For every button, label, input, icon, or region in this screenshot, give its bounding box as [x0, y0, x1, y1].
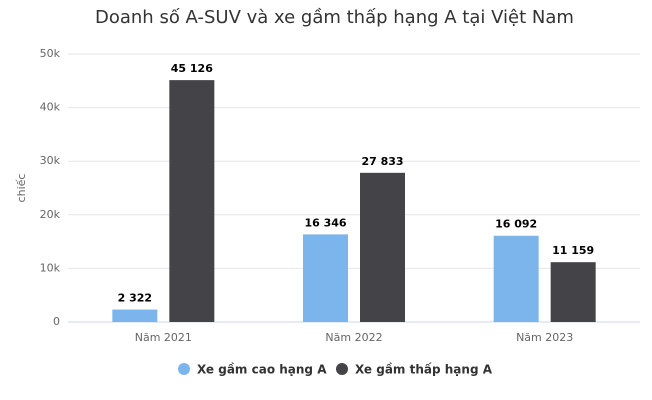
- legend-label: Xe gầm thấp hạng A: [355, 363, 493, 377]
- bar: [493, 235, 539, 322]
- y-tick-label: 30k: [40, 154, 61, 167]
- y-tick-label: 10k: [40, 261, 61, 274]
- bar: [360, 172, 405, 322]
- y-tick-label: 0: [53, 315, 60, 328]
- bar: [550, 262, 596, 322]
- legend-marker: [178, 363, 190, 375]
- x-tick-label: Năm 2023: [516, 331, 573, 344]
- legend-marker: [336, 363, 348, 375]
- y-axis-label: chiếc: [15, 174, 28, 203]
- value-label: 27 833: [361, 155, 403, 168]
- value-label: 16 346: [304, 216, 346, 229]
- value-label: 11 159: [552, 244, 594, 257]
- bar: [303, 234, 348, 322]
- bar: [169, 80, 215, 323]
- y-tick-label: 40k: [40, 101, 61, 114]
- value-label: 16 092: [495, 218, 537, 231]
- y-tick-label: 50k: [40, 47, 61, 60]
- chart-title: Doanh số A-SUV và xe gầm thấp hạng A tại…: [95, 7, 574, 28]
- value-label: 45 126: [171, 62, 213, 75]
- x-tick-label: Năm 2021: [135, 331, 192, 344]
- legend-label: Xe gầm cao hạng A: [197, 363, 327, 377]
- bar: [112, 309, 158, 322]
- value-label: 2 322: [118, 292, 152, 305]
- x-tick-label: Năm 2022: [325, 331, 382, 344]
- y-tick-label: 20k: [40, 208, 61, 221]
